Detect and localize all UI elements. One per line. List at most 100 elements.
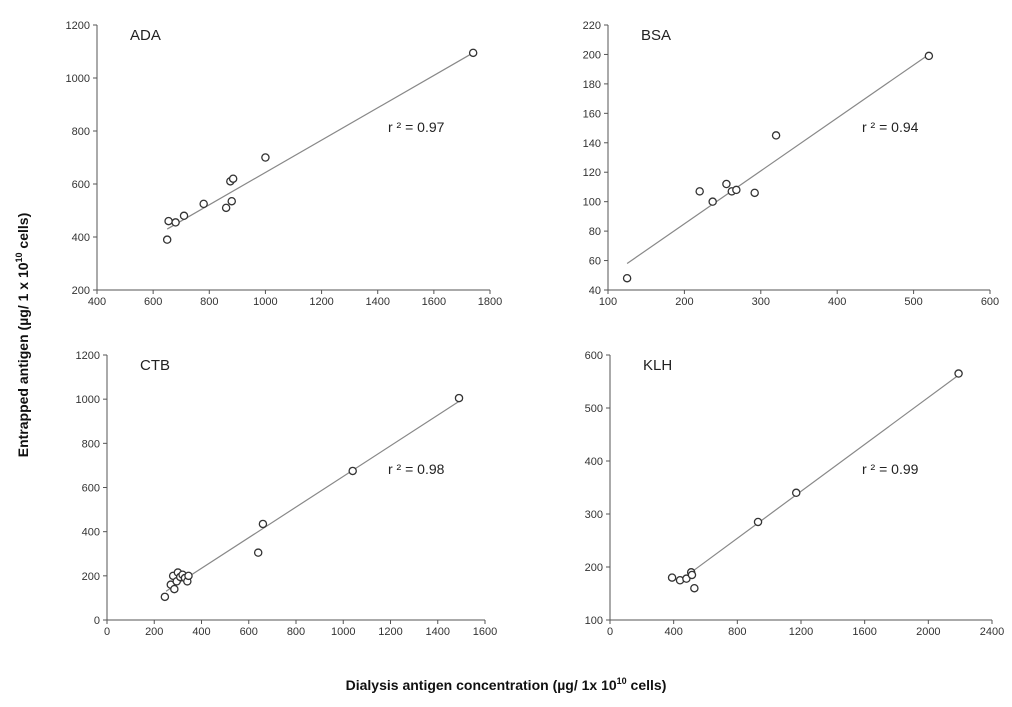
regression-line [165, 400, 460, 592]
x-tick-label: 400 [88, 296, 106, 308]
data-point [695, 187, 704, 196]
x-tick-label: 1200 [789, 626, 813, 638]
data-point [179, 211, 189, 221]
x-tick-label: 1200 [378, 626, 402, 638]
y-tick-label: 600 [72, 179, 90, 191]
data-point [708, 197, 717, 206]
x-tick-label: 600 [144, 296, 162, 308]
x-axis-title: Dialysis antigen concentration (µg/ 1x 1… [346, 676, 667, 693]
x-tick-label: 1600 [473, 626, 497, 638]
panel-bsa: 100 200 300 400 500 600 40 60 80 100 120 140 160 180 2… [583, 20, 1000, 308]
data-point [160, 592, 170, 602]
x-tick-label: 800 [287, 626, 305, 638]
regression-line [690, 374, 959, 573]
x-tick-label: 200 [145, 626, 163, 638]
y-tick-label: 180 [583, 79, 601, 91]
x-tick-label: 500 [904, 296, 922, 308]
r-squared-label: r ² = 0.99 [862, 461, 919, 477]
x-tick-label: 1200 [309, 296, 333, 308]
data-point [753, 517, 763, 527]
data-point [199, 199, 208, 209]
panel-klh: 0 400 800 1200 1600 2000 2400 100 200 300 400 500 60… [585, 350, 1005, 638]
data-point [954, 369, 963, 378]
y-tick-label: 1200 [66, 20, 90, 32]
y-tick-label: 300 [585, 509, 603, 521]
y-tick-label: 200 [585, 562, 603, 574]
y-tick-label: 800 [82, 438, 100, 450]
y-tick-label: 200 [583, 49, 601, 61]
y-tick-label: 400 [82, 527, 100, 539]
data-point [622, 273, 632, 283]
panel-title: ADA [130, 27, 161, 44]
y-tick-label: 600 [585, 350, 603, 362]
y-tick-label: 1000 [76, 394, 100, 406]
x-tick-label: 1000 [331, 626, 355, 638]
r-squared-label: r ² = 0.97 [388, 119, 445, 135]
data-point [687, 570, 697, 580]
y-tick-label: 1000 [66, 73, 90, 85]
x-tick-label: 2400 [980, 626, 1004, 638]
x-tick-label: 1600 [852, 626, 876, 638]
x-tick-label: 400 [828, 296, 846, 308]
x-tick-label: 0 [104, 626, 110, 638]
panel-title: BSA [641, 27, 671, 44]
data-point [732, 185, 741, 195]
y-tick-label: 200 [72, 285, 90, 297]
x-tick-label: 200 [675, 296, 693, 308]
data-point [348, 466, 357, 476]
r-squared-label: r ² = 0.94 [862, 119, 919, 135]
y-tick-label: 140 [583, 138, 601, 150]
data-point [690, 583, 699, 593]
y-tick-label: 0 [94, 615, 100, 627]
x-tick-label: 1600 [422, 296, 446, 308]
y-tick-label: 400 [585, 456, 603, 468]
data-point [791, 488, 801, 498]
panel-ada: 400 600 800 1000 1200 1400 1600 180020040060080… [66, 20, 503, 308]
y-tick-label: 80 [589, 226, 601, 238]
data-point [253, 548, 263, 557]
x-tick-label: 300 [752, 296, 770, 308]
data-point [261, 153, 270, 162]
y-tick-label: 60 [589, 256, 601, 268]
x-tick-label: 1800 [478, 296, 502, 308]
y-tick-label: 600 [82, 483, 100, 495]
data-point [228, 174, 238, 183]
data-point [454, 393, 464, 403]
data-point [667, 573, 677, 582]
data-point [468, 48, 478, 58]
y-tick-label: 200 [82, 571, 100, 583]
panel-ctb: 0 200 400 600 800 1000 1200 1400 1600 0 200 400 600 8… [76, 350, 498, 638]
x-tick-label: 400 [192, 626, 210, 638]
data-point [184, 571, 193, 581]
data-point [750, 188, 759, 198]
r-squared-label: r ² = 0.98 [388, 461, 445, 477]
y-tick-label: 800 [72, 126, 90, 138]
y-tick-label: 100 [585, 615, 603, 627]
data-point [258, 519, 268, 529]
y-tick-label: 500 [585, 403, 603, 415]
y-tick-label: 120 [583, 167, 601, 179]
y-tick-label: 160 [583, 108, 601, 120]
data-point [162, 235, 172, 244]
y-tick-label: 400 [72, 232, 90, 244]
regression-line [626, 53, 930, 264]
data-point [227, 196, 236, 206]
x-tick-label: 1400 [426, 626, 450, 638]
x-tick-label: 100 [599, 296, 617, 308]
x-tick-label: 600 [240, 626, 258, 638]
panel-title: CTB [140, 357, 170, 374]
data-point [924, 51, 934, 61]
x-tick-label: 600 [981, 296, 999, 308]
x-tick-label: 1400 [365, 296, 389, 308]
y-axis-title: Entrapped antigen (µg/ 1 x 1010 cells) [14, 213, 31, 458]
data-point [164, 216, 173, 226]
x-tick-label: 400 [664, 626, 682, 638]
x-tick-label: 0 [607, 626, 613, 638]
data-point [221, 203, 231, 213]
x-tick-label: 800 [200, 296, 218, 308]
data-point [170, 584, 179, 594]
data-point [171, 218, 180, 227]
x-tick-label: 1000 [253, 296, 277, 308]
data-point [722, 179, 731, 189]
